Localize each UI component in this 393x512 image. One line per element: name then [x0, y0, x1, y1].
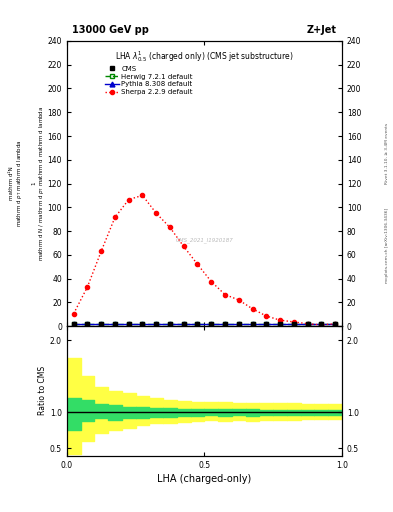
Y-axis label: Ratio to CMS: Ratio to CMS	[38, 366, 47, 415]
Text: CMS_2021_I1920187: CMS_2021_I1920187	[176, 238, 233, 243]
Y-axis label: mathrm d²N
mathrm d $p_{\mathrm{T}}$ mathrm d lambda

1
mathrm d N / mathrm d $p: mathrm d²N mathrm d $p_{\mathrm{T}}$ mat…	[9, 106, 46, 261]
Text: Z+Jet: Z+Jet	[307, 25, 336, 35]
Text: mcplots.cern.ch [arXiv:1306.3436]: mcplots.cern.ch [arXiv:1306.3436]	[385, 208, 389, 283]
Text: 13000 GeV pp: 13000 GeV pp	[72, 25, 149, 35]
Text: Rivet 3.1.10, ≥ 3.4M events: Rivet 3.1.10, ≥ 3.4M events	[385, 123, 389, 184]
X-axis label: LHA (charged-only): LHA (charged-only)	[157, 474, 252, 484]
Legend: CMS, Herwig 7.2.1 default, Pythia 8.308 default, Sherpa 2.2.9 default: CMS, Herwig 7.2.1 default, Pythia 8.308 …	[103, 65, 194, 96]
Text: LHA $\lambda^{1}_{0.5}$ (charged only) (CMS jet substructure): LHA $\lambda^{1}_{0.5}$ (charged only) (…	[115, 50, 294, 65]
